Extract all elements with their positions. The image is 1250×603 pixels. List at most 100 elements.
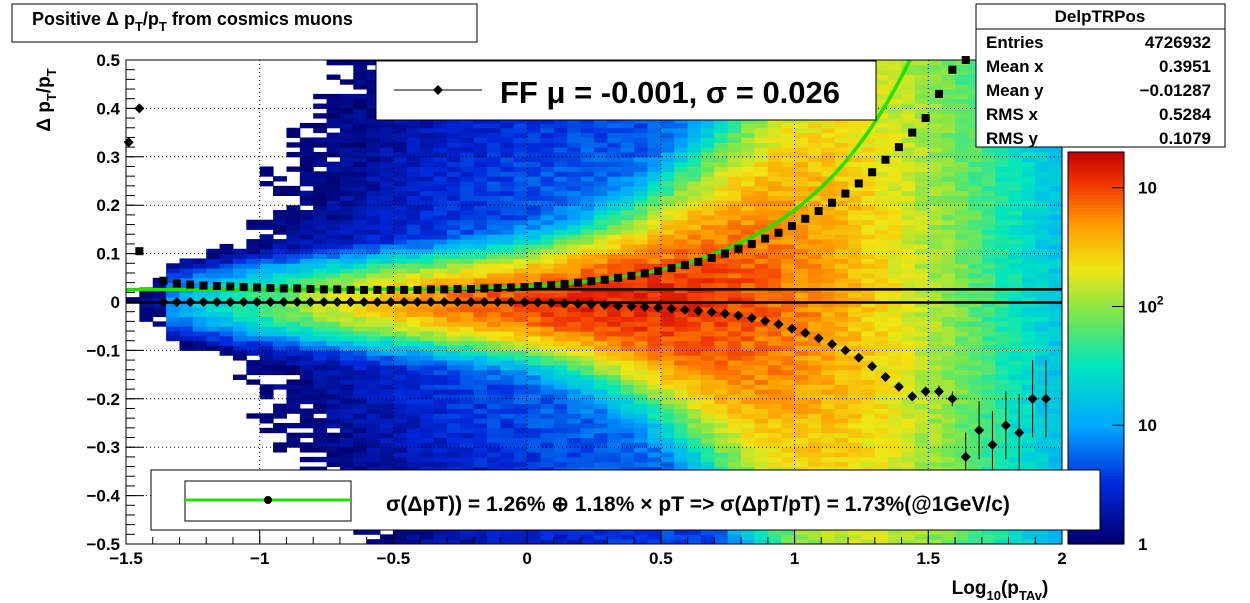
heatmap-cell <box>232 350 247 356</box>
heatmap-cell <box>473 461 488 468</box>
heatmap-cell <box>741 423 755 429</box>
heatmap-cell <box>366 437 381 443</box>
heatmap-cell <box>647 210 662 216</box>
heatmap-cell <box>767 147 782 153</box>
heatmap-cell <box>299 190 314 197</box>
heatmap-cell <box>674 176 689 182</box>
heatmap-cell <box>393 379 408 385</box>
heatmap-cell <box>714 360 729 366</box>
heatmap-cell <box>219 297 234 303</box>
heatmap-cell <box>901 374 916 380</box>
heatmap-cell <box>714 326 729 332</box>
heatmap-cell <box>874 331 889 337</box>
heatmap-cell <box>647 364 662 371</box>
heatmap-cell <box>339 151 354 158</box>
heatmap-cell <box>246 360 261 366</box>
heatmap-cell <box>567 306 582 313</box>
heatmap-cell <box>754 529 769 535</box>
heatmap-cell <box>794 302 809 308</box>
heatmap-cell <box>259 253 274 259</box>
heatmap-cell <box>687 210 702 216</box>
heatmap-cell <box>313 335 328 342</box>
heatmap-cell <box>807 369 822 376</box>
heatmap-cell <box>754 210 769 216</box>
heatmap-cell <box>540 437 555 443</box>
heatmap-cell <box>794 437 809 443</box>
heatmap-cell <box>527 166 542 172</box>
heatmap-cell <box>540 147 555 153</box>
heatmap-cell <box>807 268 822 274</box>
heatmap-cell <box>553 297 568 303</box>
heatmap-cell <box>607 118 622 124</box>
heatmap-cell <box>781 234 796 240</box>
heatmap-cell <box>928 142 943 148</box>
heatmap-cell <box>500 461 515 468</box>
heatmap-cell <box>634 219 648 226</box>
heatmap-cell <box>433 156 448 163</box>
heatmap-cell <box>874 200 889 206</box>
heatmap-cell <box>607 340 622 347</box>
heatmap-cell <box>727 335 742 342</box>
heatmap-cell <box>634 229 648 235</box>
heatmap-cell <box>500 142 515 148</box>
heatmap-cell <box>888 282 903 288</box>
heatmap-cell <box>339 195 354 201</box>
heatmap-cell <box>901 64 916 71</box>
heatmap-cell <box>433 364 448 371</box>
heatmap-cell <box>420 442 435 448</box>
heatmap-cell <box>674 200 689 206</box>
heatmap-cell <box>473 432 488 439</box>
heatmap-cell <box>594 384 608 390</box>
heatmap-cell <box>366 181 381 187</box>
heatmap-cell <box>754 423 769 429</box>
heatmap-cell <box>834 398 849 405</box>
heatmap-cell <box>861 151 876 158</box>
heatmap-cell <box>888 408 903 414</box>
heatmap-cell <box>540 340 555 347</box>
heatmap-cell <box>460 176 475 182</box>
heatmap-cell <box>299 142 314 148</box>
heatmap-cell <box>888 214 903 221</box>
heatmap-cell <box>901 403 916 409</box>
heatmap-cell <box>380 219 394 226</box>
heatmap-cell <box>567 311 582 318</box>
heatmap-cell <box>741 452 755 458</box>
heatmap-cell <box>861 219 876 226</box>
heatmap-cell <box>807 529 822 535</box>
heatmap-cell <box>446 161 461 167</box>
heatmap-cell <box>326 345 341 351</box>
heatmap-cell <box>861 461 876 468</box>
heatmap-cell <box>821 529 836 535</box>
heatmap-cell <box>580 200 595 206</box>
heatmap-cell <box>807 403 822 409</box>
heatmap-cell <box>607 147 622 153</box>
heatmap-cell <box>473 248 488 255</box>
heatmap-cell <box>527 316 542 322</box>
heatmap-cell <box>767 316 782 322</box>
heatmap-cell <box>767 282 782 288</box>
heatmap-cell <box>794 253 809 259</box>
heatmap-cell <box>767 122 782 129</box>
heatmap-cell <box>714 321 729 327</box>
heatmap-cell <box>339 306 354 313</box>
heatmap-cell <box>513 302 528 308</box>
heatmap-cell <box>888 258 903 264</box>
heatmap-cell <box>580 340 595 347</box>
heatmap-cell <box>807 316 822 322</box>
heatmap-cell <box>286 335 301 342</box>
heatmap-cell <box>714 219 729 226</box>
heatmap-cell <box>420 214 435 221</box>
heatmap-cell <box>366 185 381 192</box>
heatmap-cell <box>433 379 448 385</box>
heatmap-cell <box>794 224 809 230</box>
heatmap-cell <box>647 374 662 380</box>
heatmap-cell <box>299 137 314 143</box>
heatmap-cell <box>473 364 488 371</box>
heatmap-cell <box>741 156 755 163</box>
heatmap-cell <box>714 350 729 356</box>
heatmap-cell <box>620 137 635 143</box>
heatmap-cell <box>848 297 862 303</box>
heatmap-cell <box>620 335 635 342</box>
heatmap-cell <box>513 224 528 230</box>
heatmap-cell <box>660 258 675 264</box>
